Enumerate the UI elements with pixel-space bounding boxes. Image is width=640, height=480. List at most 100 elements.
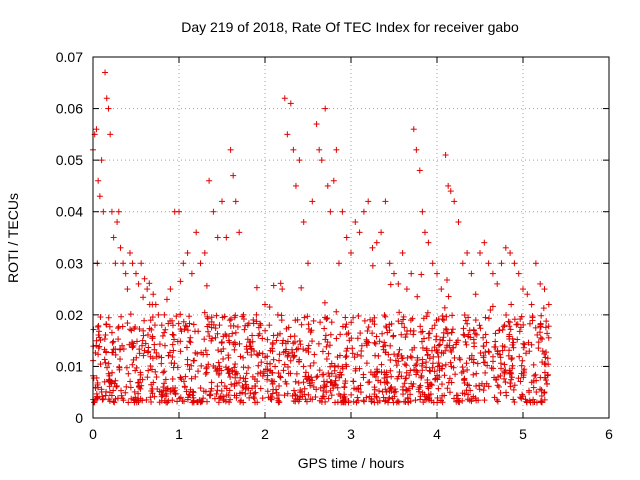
data-point: [135, 390, 142, 397]
data-point: [94, 393, 101, 400]
data-point: [468, 352, 475, 359]
data-point: [337, 331, 344, 338]
data-point: [291, 353, 298, 360]
data-point: [174, 398, 181, 405]
data-point: [253, 351, 260, 358]
data-point: [169, 322, 176, 329]
data-point: [319, 371, 326, 378]
data-point: [361, 398, 368, 405]
data-point: [227, 374, 234, 381]
data-point: [259, 350, 266, 357]
data-point: [360, 397, 367, 404]
data-point: [332, 377, 339, 384]
data-point: [339, 363, 346, 370]
data-point: [462, 338, 469, 345]
data-point: [202, 370, 209, 377]
data-point: [368, 398, 375, 405]
data-point: [313, 121, 320, 128]
data-point: [403, 369, 410, 376]
data-point: [270, 332, 277, 339]
data-point: [201, 336, 208, 343]
data-point: [186, 391, 193, 398]
data-point: [363, 394, 370, 401]
data-point: [339, 208, 346, 215]
data-point: [295, 345, 302, 352]
data-point: [333, 308, 340, 315]
data-point: [244, 322, 251, 329]
data-point: [184, 249, 191, 256]
data-point: [468, 270, 475, 277]
data-point: [539, 348, 546, 355]
data-point: [97, 361, 104, 368]
data-point: [302, 369, 309, 376]
data-point: [323, 383, 330, 390]
data-point: [373, 366, 380, 373]
data-point: [123, 383, 130, 390]
data-point: [445, 182, 452, 189]
data-point: [419, 328, 426, 335]
data-point: [127, 326, 134, 333]
data-point: [149, 335, 156, 342]
data-point: [401, 361, 408, 368]
data-point: [492, 343, 499, 350]
data-point: [386, 327, 393, 334]
data-point: [93, 126, 100, 133]
data-point: [458, 369, 465, 376]
axis-ticks: 0 1 2 3 4 5 6 0 0.01 0.02 0.03 0.04 0.05 0.06 0.07: [56, 49, 613, 442]
data-point: [503, 392, 510, 399]
data-point: [342, 399, 349, 406]
data-point: [462, 317, 469, 324]
data-point: [520, 321, 527, 328]
data-point: [226, 387, 233, 394]
data-point: [440, 329, 447, 336]
data-point: [346, 337, 353, 344]
data-point: [206, 321, 213, 328]
data-point: [358, 347, 365, 354]
data-point: [297, 341, 304, 348]
data-point: [435, 360, 442, 367]
data-point: [537, 280, 544, 287]
data-point: [96, 343, 103, 350]
data-point: [247, 390, 254, 397]
data-point: [534, 331, 541, 338]
data-point: [510, 386, 517, 393]
data-point: [321, 325, 328, 332]
data-point: [396, 309, 403, 316]
data-point: [481, 359, 488, 366]
data-point: [298, 321, 305, 328]
data-point: [354, 351, 361, 358]
data-point: [510, 339, 517, 346]
data-point: [515, 270, 522, 277]
data-point: [445, 293, 452, 300]
data-point: [414, 357, 421, 364]
data-point: [307, 362, 314, 369]
data-point: [369, 371, 376, 378]
data-point: [371, 386, 378, 393]
data-point: [366, 378, 373, 385]
data-point: [234, 323, 241, 330]
data-point: [232, 312, 239, 319]
data-point: [480, 354, 487, 361]
data-point: [226, 399, 233, 406]
data-point: [124, 286, 131, 293]
data-point: [190, 321, 197, 328]
data-point: [354, 394, 361, 401]
data-point: [110, 346, 117, 353]
data-point: [378, 369, 385, 376]
data-point: [246, 339, 253, 346]
data-point: [147, 317, 154, 324]
data-point: [435, 316, 442, 323]
data-point: [532, 260, 539, 267]
data-point: [167, 386, 174, 393]
data-point: [257, 322, 264, 329]
data-point: [391, 389, 398, 396]
data-point: [489, 303, 496, 310]
data-point: [127, 384, 134, 391]
data-point: [146, 301, 153, 308]
data-point: [429, 325, 436, 332]
data-point: [513, 321, 520, 328]
data-point: [477, 325, 484, 332]
data-point: [144, 331, 151, 338]
data-point: [514, 336, 521, 343]
y-tick-label: 0.01: [56, 358, 83, 374]
